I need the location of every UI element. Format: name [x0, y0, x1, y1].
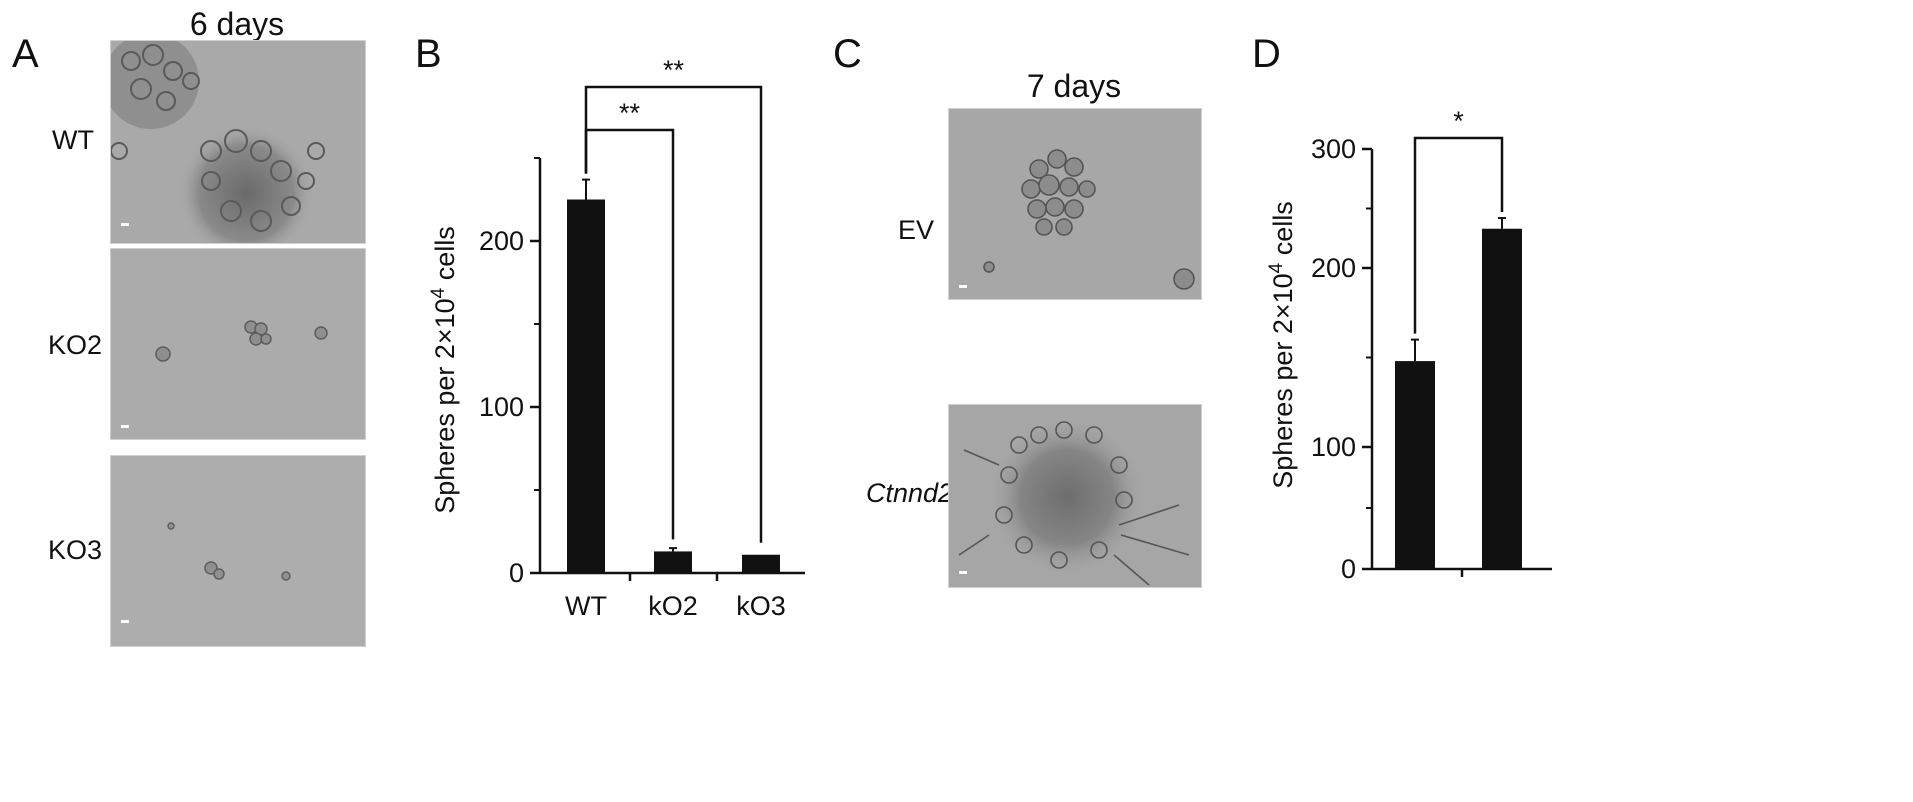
panel-b-bar-chart: WT kO2 kO3 0 100 200 Spheres per 2×104 cells **…	[428, 55, 805, 621]
micrograph-ev-7days	[948, 108, 1202, 300]
panel-a-letter: A	[12, 32, 39, 76]
y-tick-label-1: 100	[1311, 432, 1356, 462]
panel-a-row-label-wt: WT	[52, 125, 94, 155]
significance-bracket-0	[1413, 136, 1504, 334]
significance-label-1: **	[663, 55, 685, 85]
y-tick-label-1: 100	[479, 392, 524, 422]
micrograph-ctnnd2-7days	[948, 404, 1202, 588]
y-axis-label: Spheres per 2×104 cells	[1266, 201, 1298, 489]
y-tick-label-2: 200	[1311, 253, 1356, 283]
y-tick-label-2: 200	[479, 226, 524, 256]
bar-0	[567, 199, 605, 573]
micrograph-ko3-6days	[110, 455, 366, 647]
panel-a-title: 6 days	[189, 6, 285, 42]
panel-a-row-label-ko2: KO2	[48, 330, 103, 360]
panel-c-row-label-ctnnd2: Ctnnd2	[866, 478, 954, 508]
bar-0	[1395, 361, 1435, 569]
x-tick-label-0: WT	[565, 591, 607, 621]
bar-1	[1482, 228, 1522, 570]
significance-bracket-1	[584, 85, 763, 543]
micrograph-wt-6days	[110, 40, 366, 244]
panel-c-row-label-ev: EV	[898, 215, 935, 245]
panel-b-letter: B	[415, 32, 442, 76]
y-tick-label-0: 0	[509, 558, 524, 588]
panel-d-letter: D	[1252, 32, 1281, 76]
panel-c-title: 7 days	[1026, 68, 1122, 104]
y-axis-label: Spheres per 2×104 cells	[428, 226, 460, 514]
micrograph-ko2-6days	[110, 248, 366, 440]
bar-2	[742, 554, 780, 573]
y-tick-label-3: 300	[1311, 134, 1356, 164]
panel-d-bar-chart: 0 100 200 300 Spheres per 2×104 cells *	[1266, 106, 1552, 584]
panel-c-letter: C	[833, 32, 862, 76]
panel-a-row-label-ko3: KO3	[48, 535, 103, 565]
significance-label-0: *	[1453, 106, 1464, 136]
y-tick-label-0: 0	[1341, 554, 1356, 584]
bar-1	[654, 551, 692, 573]
x-tick-label-2: kO3	[736, 591, 786, 621]
significance-label-0: **	[619, 98, 641, 128]
x-tick-label-1: kO2	[648, 591, 698, 621]
